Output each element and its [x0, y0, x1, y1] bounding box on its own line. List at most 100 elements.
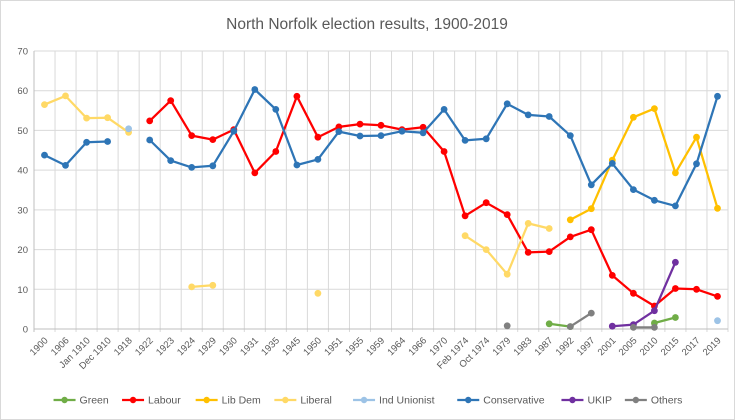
legend-item-ukip: UKIP [561, 395, 612, 407]
data-point-liberal [209, 281, 217, 289]
chart-legend: Green Labour Lib Dem Liberal Ind Unionist Con… [53, 395, 682, 407]
legend-label: Green [80, 395, 109, 407]
data-point-conservative [209, 162, 217, 170]
series-ind-unionist [125, 125, 721, 325]
data-point-lib-dem [672, 169, 679, 177]
data-point-conservative [41, 151, 48, 159]
data-point-conservative [272, 106, 280, 113]
data-point-labour [440, 148, 448, 155]
x-tick-label: 1959 [364, 335, 387, 358]
x-tick-label: 2001 [596, 335, 619, 358]
data-point-labour [693, 285, 700, 293]
x-tick-label: 1979 [491, 335, 514, 358]
x-tick-label: 1930 [217, 335, 240, 358]
series-line-conservative [43, 140, 109, 167]
x-tick-label: 1950 [301, 335, 324, 358]
data-point-conservative [524, 111, 532, 119]
data-point-labour [630, 289, 637, 297]
series-line-liberal [463, 222, 551, 276]
data-point-green [545, 320, 553, 328]
data-point-others [503, 322, 511, 330]
data-point-conservative [461, 137, 469, 144]
legend-marker-dot [203, 396, 210, 404]
x-tick-label: 2010 [638, 335, 661, 358]
data-point-others [651, 324, 658, 331]
data-point-labour [503, 211, 511, 219]
data-point-labour [272, 148, 280, 155]
series-labour [146, 92, 721, 310]
legend-label: UKIP [587, 395, 612, 407]
legend-item-conservative: Conservative [457, 395, 545, 407]
x-tick-label: 1931 [238, 335, 261, 358]
legend-marker-dot [569, 396, 576, 404]
series-line-others [569, 311, 593, 328]
y-tick-label: 0 [23, 325, 28, 336]
y-tick-label: 70 [17, 47, 28, 58]
x-tick-label: 1935 [259, 335, 282, 358]
data-point-labour [167, 97, 175, 104]
series-line-ukip [611, 261, 677, 328]
legend-marker-dot [129, 396, 137, 404]
data-point-conservative [314, 156, 322, 163]
data-point-conservative [672, 202, 679, 210]
data-point-liberal [545, 225, 553, 232]
axes [33, 51, 728, 332]
x-tick-label: 1966 [406, 335, 429, 358]
legend-item-liberal: Liberal [274, 395, 332, 407]
x-tick-label: 1997 [575, 335, 598, 358]
data-point-ukip [672, 258, 679, 266]
data-point-lib-dem [693, 133, 700, 141]
series-line-labour [148, 95, 719, 308]
series-line-lib-dem [569, 107, 719, 221]
chart-title: North Norfolk election results, 1900-201… [226, 16, 508, 33]
data-point-liberal [104, 114, 111, 122]
data-point-ind-unionist [714, 317, 721, 325]
data-point-conservative [503, 100, 511, 108]
data-point-conservative [608, 160, 616, 167]
x-tick-label: 1923 [154, 335, 177, 358]
data-point-liberal [482, 246, 490, 254]
series-conservative [41, 86, 721, 210]
data-point-others [587, 309, 595, 317]
legend-label: Ind Unionist [379, 395, 435, 407]
data-point-conservative [104, 138, 111, 145]
data-point-labour [545, 248, 553, 256]
data-point-conservative [356, 132, 364, 140]
y-tick-label: 10 [17, 285, 28, 296]
data-point-labour [314, 133, 322, 141]
data-point-labour [377, 121, 385, 129]
y-tick-label: 30 [17, 205, 28, 216]
legend-item-others: Others [624, 395, 682, 407]
data-point-lib-dem [630, 113, 637, 121]
series-line-conservative [148, 88, 719, 208]
data-point-labour [146, 117, 154, 125]
legend-marker-dot [61, 396, 68, 404]
legend-item-green: Green [53, 395, 109, 407]
x-tick-label: 1945 [280, 335, 303, 358]
data-point-liberal [503, 270, 511, 278]
y-tick-label: 60 [17, 86, 28, 97]
legend-marker-dot [282, 396, 289, 404]
data-point-conservative [440, 106, 448, 113]
data-point-labour [482, 199, 490, 207]
data-point-labour [672, 285, 679, 292]
y-tick-label: 50 [17, 126, 28, 137]
data-point-labour [714, 293, 721, 300]
data-point-liberal [461, 232, 469, 240]
data-point-conservative [419, 129, 427, 137]
data-point-labour [293, 92, 301, 100]
x-tick-label: 2005 [617, 335, 640, 358]
data-point-labour [566, 233, 574, 241]
data-point-liberal [62, 92, 69, 100]
x-tick-label: 1900 [28, 335, 51, 358]
data-point-conservative [62, 162, 69, 169]
series-others [503, 309, 658, 331]
data-point-conservative [482, 135, 490, 143]
data-point-labour [356, 120, 364, 128]
legend-label: Liberal [300, 395, 332, 407]
data-point-conservative [651, 196, 658, 204]
data-point-liberal [83, 114, 90, 122]
data-point-labour [608, 272, 616, 279]
